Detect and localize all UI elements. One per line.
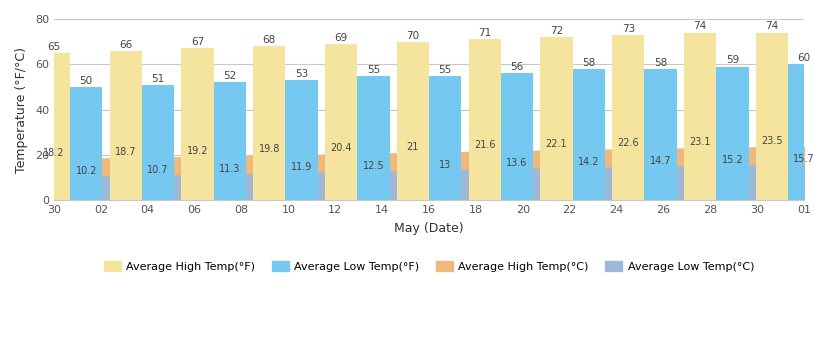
Text: 60: 60 [798,53,811,63]
Text: 19.2: 19.2 [187,146,208,156]
Text: 74: 74 [693,21,706,31]
Text: 22.1: 22.1 [545,139,568,149]
Text: 23.5: 23.5 [761,136,783,146]
Text: 12.5: 12.5 [363,161,384,171]
Text: 14.7: 14.7 [650,156,671,166]
Text: 55: 55 [367,64,380,75]
Bar [469,39,500,200]
Text: 20.4: 20.4 [330,143,352,153]
Bar [397,42,429,200]
Bar [357,76,389,200]
Bar [213,83,246,200]
Bar [253,46,286,200]
Text: 58: 58 [654,58,667,68]
Text: 11.3: 11.3 [219,164,241,173]
Text: 66: 66 [119,39,132,50]
Text: 58: 58 [582,58,595,68]
Text: 18.7: 18.7 [115,147,136,157]
Bar [613,35,644,200]
Text: 19.8: 19.8 [259,144,280,154]
X-axis label: May (Date): May (Date) [394,222,464,235]
Text: 14.2: 14.2 [578,157,599,167]
Text: 74: 74 [765,21,779,31]
Text: 15.2: 15.2 [721,155,743,165]
Bar [325,44,357,200]
Bar [142,85,174,200]
Text: 65: 65 [47,42,61,52]
Text: 71: 71 [478,28,491,38]
Text: 18.2: 18.2 [43,148,65,158]
Text: 73: 73 [622,24,635,34]
Text: 59: 59 [725,55,739,66]
Bar [70,87,102,200]
Text: 67: 67 [191,37,204,47]
Bar [573,69,605,200]
Text: 70: 70 [407,30,419,41]
Bar [716,67,749,200]
Text: 10.7: 10.7 [147,165,168,175]
Bar [684,33,716,200]
Text: 68: 68 [262,35,276,45]
Text: 21: 21 [407,142,419,152]
Bar [110,51,142,200]
Text: 69: 69 [334,33,348,43]
Text: 72: 72 [549,26,563,36]
Text: 53: 53 [295,69,308,79]
Text: 21.6: 21.6 [474,140,496,150]
Text: 13: 13 [439,160,452,170]
Text: 15.7: 15.7 [793,153,815,164]
Text: 55: 55 [438,64,452,75]
Legend: Average High Temp(°F), Average Low Temp(°F), Average High Temp(°C), Average Low : Average High Temp(°F), Average Low Temp(… [100,257,759,276]
Bar [540,37,573,200]
Text: 50: 50 [80,76,93,86]
Bar [500,73,533,200]
Y-axis label: Temperature (°F/°C): Temperature (°F/°C) [15,47,28,173]
Text: 23.1: 23.1 [690,137,710,147]
Text: 10.2: 10.2 [76,166,97,176]
Text: 52: 52 [223,71,237,81]
Text: 11.9: 11.9 [291,162,312,172]
Text: 56: 56 [510,62,524,72]
Bar [429,76,461,200]
Bar [38,53,70,200]
Bar [644,69,676,200]
Text: 22.6: 22.6 [618,138,639,148]
Bar [788,64,820,200]
Text: 13.6: 13.6 [506,158,528,168]
Bar [286,80,318,200]
Bar [182,49,213,200]
Bar [756,33,788,200]
Text: 51: 51 [151,73,164,84]
